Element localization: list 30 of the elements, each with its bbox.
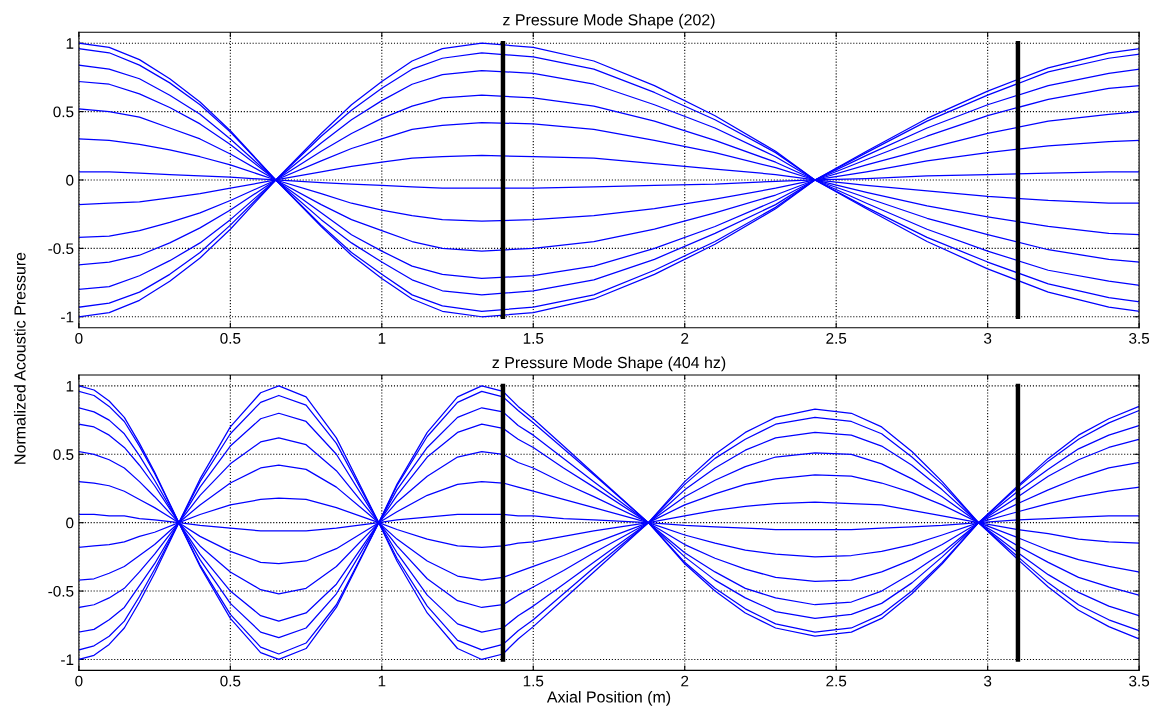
x-tick-label: 3 bbox=[983, 675, 992, 687]
y-tick-label: 0 bbox=[66, 174, 74, 186]
x-tick-label: 0 bbox=[75, 332, 83, 344]
chart-title: z Pressure Mode Shape (202) bbox=[503, 13, 715, 29]
x-tick-label: 1 bbox=[378, 675, 386, 687]
y-tick-label: 0.5 bbox=[53, 106, 74, 118]
x-tick-label: 0 bbox=[75, 675, 83, 687]
x-tick-label: 2.5 bbox=[826, 675, 847, 687]
x-tick-label: 3 bbox=[983, 332, 992, 344]
y-tick-label: -0.5 bbox=[48, 243, 74, 255]
y-tick-label: -1 bbox=[61, 311, 74, 323]
x-tick-label: 1.5 bbox=[523, 333, 544, 344]
x-tick-label: 2 bbox=[681, 332, 689, 344]
x-tick-label: 1.5 bbox=[523, 675, 544, 687]
y-tick-label: 0.5 bbox=[53, 449, 74, 460]
x-tick-label: 1 bbox=[378, 333, 386, 344]
y-tick-label: -1 bbox=[61, 654, 74, 665]
x-tick-label: 0.5 bbox=[220, 675, 241, 687]
x-tick-label: 3.5 bbox=[1129, 332, 1150, 344]
x-tick-label: 3.5 bbox=[1129, 675, 1150, 687]
y-tick-label: -0.5 bbox=[48, 585, 74, 597]
chart-title: z Pressure Mode Shape (404 hz) bbox=[492, 356, 726, 372]
x-tick-label: 2.5 bbox=[826, 332, 847, 344]
y-tick-label: 0 bbox=[66, 517, 74, 529]
x-tick-label: 2 bbox=[681, 675, 689, 687]
y-axis-title: Normalized Acoustic Pressure bbox=[13, 252, 26, 464]
y-tick-label: 1 bbox=[66, 380, 74, 392]
x-axis-title: Axial Position (m) bbox=[546, 690, 671, 706]
x-tick-label: 0.5 bbox=[220, 332, 241, 344]
y-tick-label: 1 bbox=[66, 38, 74, 49]
